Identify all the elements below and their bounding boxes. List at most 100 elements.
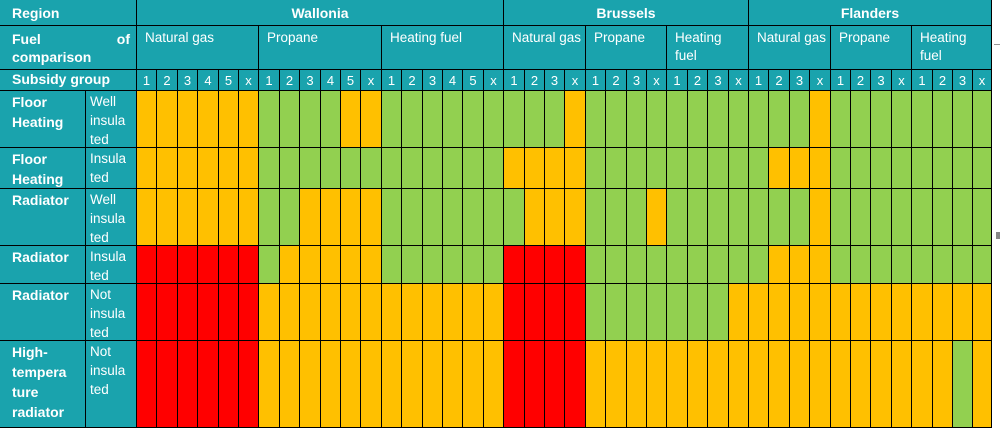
subsidy-group-value: 3 [714,72,722,88]
status-cell [341,148,361,189]
status-cell [545,91,565,148]
status-cell [892,91,912,148]
status-cell [443,91,463,148]
row-insulation-line: insula [90,113,126,128]
status-cell [565,148,586,189]
status-cell [831,341,851,428]
subsidy-group-number: x [973,70,992,91]
status-cell [790,246,810,284]
status-cell [239,189,259,246]
subsidy-group-value: 2 [530,72,539,88]
subsidy-group-value: x [367,72,375,88]
status-cell [912,284,933,341]
subsidy-group-number: 1 [259,70,280,91]
status-cell [178,91,198,148]
status-cell [259,148,280,189]
status-cell [382,246,402,284]
subsidy-group-number: 3 [708,70,729,91]
row-label-line: Radiator [12,287,69,303]
status-cell [729,91,749,148]
subsidy-group-value: 3 [306,72,314,88]
status-cell [749,284,769,341]
status-cell [259,91,280,148]
status-cell [382,189,402,246]
status-cell [871,246,892,284]
row-insulation-line: Not [90,344,112,359]
status-cell [892,341,912,428]
status-cell [933,284,953,341]
status-cell [708,91,729,148]
status-cell [810,189,831,246]
status-cell [463,91,484,148]
status-cell [708,189,729,246]
status-cell [157,246,178,284]
fuel-name: Natural gas [512,30,582,45]
subsidy-group-value: x [735,72,742,88]
fuel-label-line1: Fuel of [12,30,130,48]
status-cell [198,189,219,246]
fuel-name: Natural gas [757,30,827,45]
status-cell [484,341,504,428]
row-insulation-label: Insula ted [86,148,137,189]
region-header-label: Region [0,0,137,26]
scroll-marker [996,232,1000,239]
status-cell [259,284,280,341]
status-cell [382,91,402,148]
status-cell [586,246,606,284]
status-cell [606,148,627,189]
row-insulation-line: ted [90,230,109,245]
status-cell [300,148,321,189]
subsidy-group-value: 3 [632,72,641,88]
fuel-header: Propane [831,26,912,70]
status-cell [606,246,627,284]
status-cell [973,246,992,284]
row-insulation-label: Well insula ted [86,189,137,246]
status-cell [749,246,769,284]
status-cell [769,246,790,284]
status-cell [688,189,708,246]
status-cell [157,148,178,189]
status-cell [912,341,933,428]
subsidy-group-number: 2 [525,70,545,91]
subsidy-group-number: 1 [586,70,606,91]
status-cell [586,189,606,246]
status-cell [729,148,749,189]
status-cell [219,341,239,428]
status-cell [484,91,504,148]
row-label: Radiator [0,246,86,284]
status-cell [178,189,198,246]
status-cell [463,189,484,246]
status-cell [790,148,810,189]
status-cell [525,148,545,189]
region-name: Flanders [840,4,900,21]
status-cell [525,246,545,284]
status-cell [790,284,810,341]
status-cell [973,189,992,246]
status-cell [321,189,341,246]
status-cell [769,189,790,246]
status-cell [321,91,341,148]
subsidy-group-number: 2 [157,70,178,91]
status-cell [933,246,953,284]
status-cell [525,189,545,246]
status-cell [280,246,300,284]
status-cell [627,189,647,246]
status-cell [892,148,912,189]
fuel-name: Natural gas [145,30,215,45]
subsidy-group-value: x [490,72,497,88]
status-cell [382,148,402,189]
status-cell [178,341,198,428]
fuel-header: Heating fuel [667,26,749,70]
status-cell [402,91,423,148]
row-label-line: ture [12,384,39,400]
subsidy-group-number: 2 [402,70,423,91]
row-label: High-tempera ture radiator [0,341,86,428]
status-cell [443,189,463,246]
status-cell [892,189,912,246]
status-cell [729,284,749,341]
subsidy-group-number: 3 [545,70,565,91]
fuel-header: Propane [586,26,667,70]
status-cell [545,341,565,428]
status-cell [708,341,729,428]
status-cell [198,91,219,148]
